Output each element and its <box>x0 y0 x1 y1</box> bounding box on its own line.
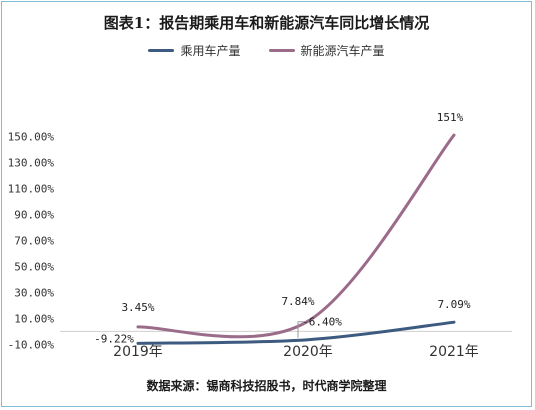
y-tick-label: 50.00% <box>14 260 54 273</box>
y-tick-label: 10.00% <box>14 312 54 325</box>
legend-item-passenger: 乘用车产量 <box>148 42 241 59</box>
legend-item-nev: 新能源汽车产量 <box>268 42 385 59</box>
y-tick-label: 150.00% <box>8 130 55 143</box>
data-label-leader <box>297 321 306 338</box>
chart-title: 图表1：报告期乘用车和新能源汽车同比增长情况 <box>103 14 430 32</box>
chart-source: 数据来源：锡商科技招股书，时代商学院整理 <box>146 379 387 393</box>
x-tick-label: 2019年 <box>113 344 163 360</box>
y-tick-label: -10.00% <box>8 338 55 351</box>
data-label-passenger: 7.09% <box>437 298 470 311</box>
y-tick-label: 90.00% <box>14 208 54 221</box>
y-tick-label: 130.00% <box>8 156 55 169</box>
x-tick-label: 2020年 <box>283 344 333 360</box>
legend-swatch-passenger <box>148 49 175 52</box>
series-line-passenger <box>136 320 456 345</box>
x-tick-label: 2021年 <box>429 344 479 360</box>
y-tick-label: 110.00% <box>8 182 55 195</box>
series-line-nev <box>136 133 456 339</box>
data-label-nev: 3.45% <box>121 301 154 314</box>
data-label-nev: 151% <box>437 111 464 124</box>
data-label-passenger: -6.40% <box>302 316 342 329</box>
data-label-passenger: -9.22% <box>94 332 134 345</box>
legend-swatch-nev <box>268 49 295 52</box>
chart-legend: 乘用车产量 新能源汽车产量 <box>2 42 531 59</box>
legend-label-passenger: 乘用车产量 <box>180 44 241 58</box>
data-label-nev: 7.84% <box>281 295 314 308</box>
legend-label-nev: 新能源汽车产量 <box>300 44 385 58</box>
y-tick-label: 30.00% <box>14 286 54 299</box>
y-tick-label: 70.00% <box>14 234 54 247</box>
